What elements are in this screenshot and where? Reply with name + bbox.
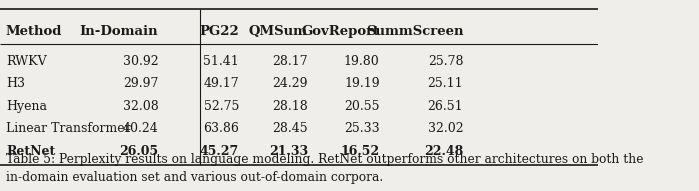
Text: 24.29: 24.29	[273, 77, 308, 90]
Text: 26.51: 26.51	[428, 100, 463, 113]
Text: 16.52: 16.52	[340, 145, 380, 158]
Text: 28.45: 28.45	[272, 122, 308, 135]
Text: 63.86: 63.86	[203, 122, 239, 135]
Text: H3: H3	[6, 77, 25, 90]
Text: 32.02: 32.02	[428, 122, 463, 135]
Text: Linear Transformer: Linear Transformer	[6, 122, 131, 135]
Text: 51.41: 51.41	[203, 55, 239, 68]
Text: Hyena: Hyena	[6, 100, 47, 113]
Text: 20.55: 20.55	[344, 100, 380, 113]
Text: 19.19: 19.19	[344, 77, 380, 90]
Text: 28.17: 28.17	[272, 55, 308, 68]
Text: SummScreen: SummScreen	[366, 25, 463, 38]
Text: 26.05: 26.05	[120, 145, 159, 158]
Text: 30.92: 30.92	[123, 55, 159, 68]
Text: 45.27: 45.27	[200, 145, 239, 158]
Text: PG22: PG22	[199, 25, 239, 38]
Text: 28.18: 28.18	[272, 100, 308, 113]
Text: 19.80: 19.80	[344, 55, 380, 68]
Text: 25.78: 25.78	[428, 55, 463, 68]
Text: 25.33: 25.33	[344, 122, 380, 135]
Text: 52.75: 52.75	[203, 100, 239, 113]
Text: 29.97: 29.97	[123, 77, 159, 90]
Text: 40.24: 40.24	[122, 122, 159, 135]
Text: 22.48: 22.48	[424, 145, 463, 158]
Text: 21.33: 21.33	[268, 145, 308, 158]
Text: 49.17: 49.17	[203, 77, 239, 90]
Text: In-Domain: In-Domain	[80, 25, 159, 38]
Text: RetNet: RetNet	[6, 145, 55, 158]
Text: 32.08: 32.08	[122, 100, 159, 113]
Text: Table 5: Perplexity results on language modeling. RetNet outperforms other archi: Table 5: Perplexity results on language …	[6, 153, 644, 184]
Text: GovReport: GovReport	[301, 25, 380, 38]
Text: 25.11: 25.11	[428, 77, 463, 90]
Text: QMSum: QMSum	[249, 25, 308, 38]
Text: RWKV: RWKV	[6, 55, 47, 68]
Text: Method: Method	[6, 25, 62, 38]
